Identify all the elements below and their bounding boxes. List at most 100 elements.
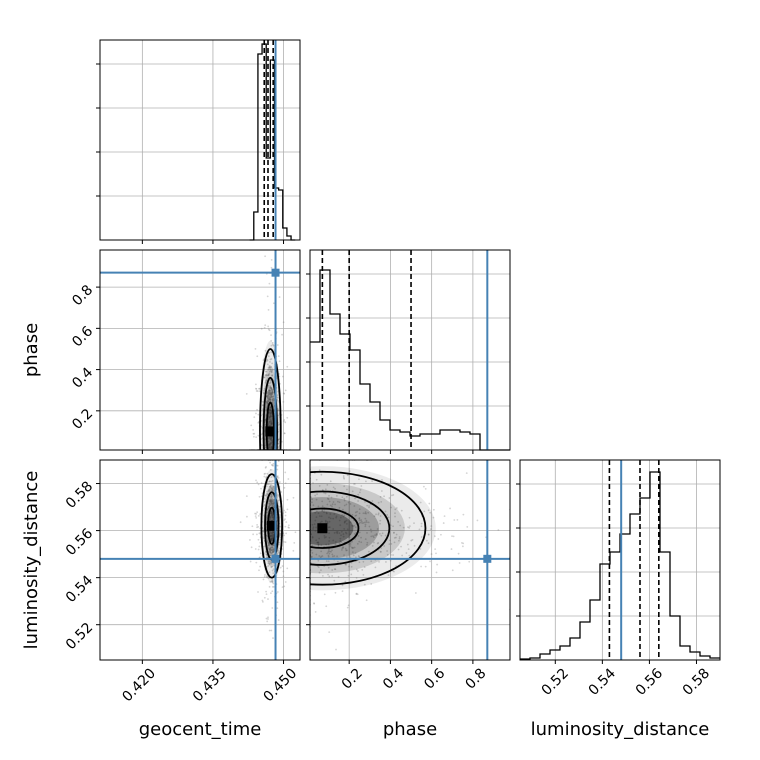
- joint-phase-luminosity-distance-sample-3: [364, 525, 367, 528]
- joint-phase-luminosity-distance-sample-780: [401, 554, 404, 557]
- joint-phase-luminosity-distance-sample-150: [424, 487, 427, 490]
- joint-phase-luminosity-distance-sample-401: [389, 524, 392, 527]
- joint-phase-luminosity-distance-sample-166: [328, 526, 331, 529]
- joint-geocent-time-phase-sample-42: [255, 436, 258, 439]
- joint-geocent-time-phase-sample-612: [267, 368, 269, 371]
- joint-geocent-time-phase-sample-304: [270, 344, 273, 347]
- joint-phase-luminosity-distance-sample-255: [338, 506, 341, 509]
- joint-geocent-time-phase-sample-2: [271, 445, 273, 448]
- joint-geocent-time-phase-sample-616: [268, 397, 271, 400]
- joint-phase-luminosity-distance-sample-490: [318, 515, 321, 517]
- joint-geocent-time-phase-sample-845: [271, 391, 274, 394]
- joint-geocent-time-phase-sample-24: [255, 390, 258, 392]
- histogram-luminosity-distance-panel: [516, 459, 721, 664]
- joint-phase-luminosity-distance-sample-894: [325, 511, 328, 514]
- joint-phase-luminosity-distance-sample-746: [347, 604, 350, 607]
- xtick-label-phase-2: 0.6: [421, 665, 448, 692]
- hist-phase-frame: [309, 249, 511, 451]
- joint-geocent-time-phase-contour-1: [262, 376, 278, 450]
- joint-geocent-time-luminosity-distance-sample-528: [286, 508, 289, 511]
- joint-geocent-time-luminosity-distance-sample-286: [279, 516, 281, 518]
- joint-phase-luminosity-distance-density-peak: [317, 523, 328, 534]
- joint-geocent-time-phase-sample-456: [268, 389, 271, 392]
- joint-phase-luminosity-distance-sample-800: [381, 479, 383, 481]
- joint-geocent-time-luminosity-distance-sample-435: [271, 511, 274, 514]
- joint-phase-luminosity-distance-sample-489: [462, 513, 465, 516]
- joint-phase-luminosity-distance-sample-431: [348, 555, 351, 557]
- joint-geocent-time-luminosity-distance-sample-767: [269, 554, 272, 557]
- joint-phase-luminosity-distance-sample-59: [323, 536, 326, 539]
- joint-geocent-time-luminosity-distance-sample-603: [294, 531, 297, 534]
- joint-geocent-time-luminosity-distance-sample-789: [256, 511, 259, 514]
- xtick-label-geocent-time-1: 0.435: [190, 665, 230, 705]
- joint-geocent-time-luminosity-distance-sample-26: [276, 494, 278, 496]
- joint-geocent-time-luminosity-distance-sample-543: [279, 533, 282, 536]
- joint-geocent-time-luminosity-distance-sample-805: [270, 512, 273, 514]
- joint-geocent-time-phase-sample-264: [277, 442, 280, 445]
- joint-geocent-time-luminosity-distance-sample-303: [268, 502, 271, 505]
- joint-geocent-time-phase-sample-792: [262, 392, 265, 394]
- hist-phase-bar-4: [350, 350, 360, 450]
- joint-geocent-time-phase-sample-370: [269, 385, 272, 387]
- joint-phase-luminosity-distance-sample-119: [376, 542, 379, 545]
- joint-phase-luminosity-distance-sample-730: [342, 508, 344, 511]
- joint-phase-luminosity-distance-sample-433: [360, 519, 363, 521]
- joint-geocent-time-luminosity-distance-sample-594: [284, 511, 287, 514]
- joint-geocent-time-luminosity-distance-sample-68: [271, 607, 274, 609]
- joint-geocent-time-phase-sample-297: [267, 394, 270, 397]
- joint-geocent-time-luminosity-distance-sample-343: [268, 543, 271, 546]
- joint-geocent-time-luminosity-distance-sample-408: [284, 482, 287, 485]
- joint-phase-luminosity-distance-sample-15: [408, 525, 411, 528]
- joint-phase-luminosity-distance-sample-14: [331, 569, 334, 571]
- joint-geocent-time-luminosity-distance-density-peak: [266, 520, 277, 531]
- joint-geocent-time-phase-sample-715: [269, 444, 271, 447]
- joint-phase-luminosity-distance-sample-324: [335, 648, 337, 651]
- joint-phase-luminosity-distance-sample-411: [407, 548, 410, 550]
- joint-phase-luminosity-distance-sample-804: [449, 507, 451, 510]
- joint-phase-luminosity-distance-sample-504: [329, 480, 332, 483]
- hist-luminosity-distance-bar-9: [610, 552, 620, 660]
- joint-geocent-time-phase-sample-851: [271, 391, 274, 394]
- joint-geocent-time-luminosity-distance-sample-376: [268, 506, 270, 509]
- joint-phase-luminosity-distance-sample-841: [316, 541, 319, 544]
- joint-geocent-time-phase-sample-280: [270, 370, 273, 373]
- joint-geocent-time-luminosity-distance-sample-151: [268, 562, 271, 565]
- joint-phase-luminosity-distance-sample-169: [353, 505, 356, 507]
- joint-geocent-time-luminosity-distance-sample-97: [272, 572, 275, 575]
- joint-phase-luminosity-distance-sample-277: [338, 519, 341, 522]
- joint-geocent-time-luminosity-distance-sample-738: [278, 481, 281, 483]
- joint-phase-luminosity-distance-sample-758: [375, 534, 378, 536]
- joint-geocent-time-luminosity-distance-sample-348: [262, 530, 265, 533]
- joint-geocent-time-phase-sample-416: [270, 351, 273, 354]
- joint-geocent-time-phase-sample-183: [271, 395, 274, 398]
- joint-geocent-time-phase-sample-796: [278, 360, 281, 363]
- hist-luminosity-distance-bar-14: [660, 552, 670, 660]
- joint-geocent-time-luminosity-distance-sample-502: [270, 540, 273, 542]
- joint-geocent-time-luminosity-distance-sample-199: [271, 535, 274, 538]
- joint-phase-luminosity-distance-sample-0: [468, 560, 471, 563]
- joint-geocent-time-phase-sample-521: [271, 374, 274, 377]
- joint-geocent-time-phase-sample-36: [252, 435, 255, 438]
- joint-geocent-time-luminosity-distance-sample-400: [269, 485, 272, 488]
- joint-phase-luminosity-distance-sample-487: [386, 514, 389, 516]
- joint-geocent-time-phase-sample-781: [271, 374, 274, 377]
- joint-phase-luminosity-distance-sample-569: [325, 536, 327, 538]
- joint-geocent-time-phase-sample-165: [269, 424, 272, 427]
- joint-phase-luminosity-distance-sample-729: [461, 541, 463, 544]
- joint-geocent-time-luminosity-distance-sample-783: [283, 519, 285, 522]
- joint-phase-luminosity-distance-sample-183: [349, 503, 352, 505]
- joint-geocent-time-luminosity-distance-sample-107: [271, 488, 274, 491]
- joint-geocent-time-luminosity-distance-panel: [96, 459, 301, 664]
- joint-geocent-time-luminosity-distance-sample-375: [249, 539, 251, 541]
- joint-phase-luminosity-distance-sample-599: [380, 490, 383, 492]
- joint-geocent-time-phase-sample-245: [269, 396, 272, 399]
- joint-geocent-time-luminosity-distance-sample-659: [263, 537, 265, 540]
- joint-geocent-time-phase-sample-58: [266, 396, 269, 398]
- joint-geocent-time-luminosity-distance-sample-392: [270, 493, 273, 496]
- joint-geocent-time-luminosity-distance-sample-282: [272, 499, 275, 502]
- hist-phase-bar-6: [370, 402, 380, 450]
- joint-geocent-time-phase-sample-793: [271, 393, 274, 396]
- joint-phase-luminosity-distance-sample-341: [332, 486, 335, 489]
- joint-phase-luminosity-distance-sample-551: [420, 525, 423, 528]
- joint-geocent-time-phase-sample-404: [263, 326, 266, 329]
